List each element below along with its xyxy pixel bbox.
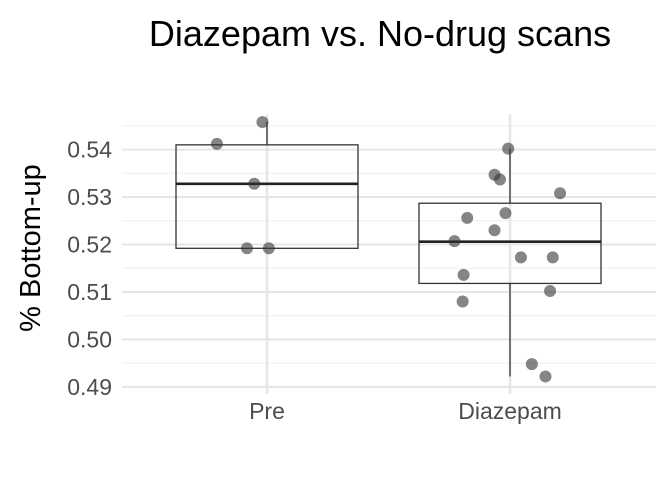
y-tick-label: 0.50: [67, 326, 112, 352]
y-axis-label: % Bottom-up: [15, 164, 47, 332]
grid-layer: [122, 114, 656, 394]
box-iqr: [418, 202, 602, 285]
data-point: [499, 207, 512, 220]
data-point: [210, 137, 223, 150]
chart-title: Diazepam vs. No-drug scans: [149, 13, 611, 54]
box-layer: [175, 122, 602, 377]
y-tick-label: 0.51: [67, 279, 112, 305]
x-tick-label: Diazepam: [458, 398, 562, 424]
axis-layer: 0.49 0.50 0.51 0.52 0.53 0.54 Pre Diazepam: [67, 137, 562, 424]
data-point: [539, 370, 552, 383]
data-point: [456, 295, 469, 308]
data-point: [248, 177, 261, 190]
y-tick-label: 0.54: [67, 137, 112, 163]
data-point: [240, 242, 253, 255]
data-point: [544, 285, 557, 298]
data-point: [461, 211, 474, 224]
data-point: [256, 116, 269, 129]
data-point: [488, 224, 501, 237]
y-tick-label: 0.53: [67, 184, 112, 210]
data-point: [554, 187, 567, 200]
y-tick-label: 0.49: [67, 374, 112, 400]
data-point: [502, 142, 515, 155]
data-point: [493, 173, 506, 186]
data-point: [262, 242, 275, 255]
point-layer: [210, 116, 567, 383]
x-tick-label: Pre: [249, 398, 285, 424]
data-point: [546, 251, 559, 264]
data-point: [457, 268, 470, 281]
data-point: [448, 235, 461, 248]
y-tick-label: 0.52: [67, 232, 112, 258]
data-point: [525, 358, 538, 371]
data-point: [514, 251, 527, 264]
